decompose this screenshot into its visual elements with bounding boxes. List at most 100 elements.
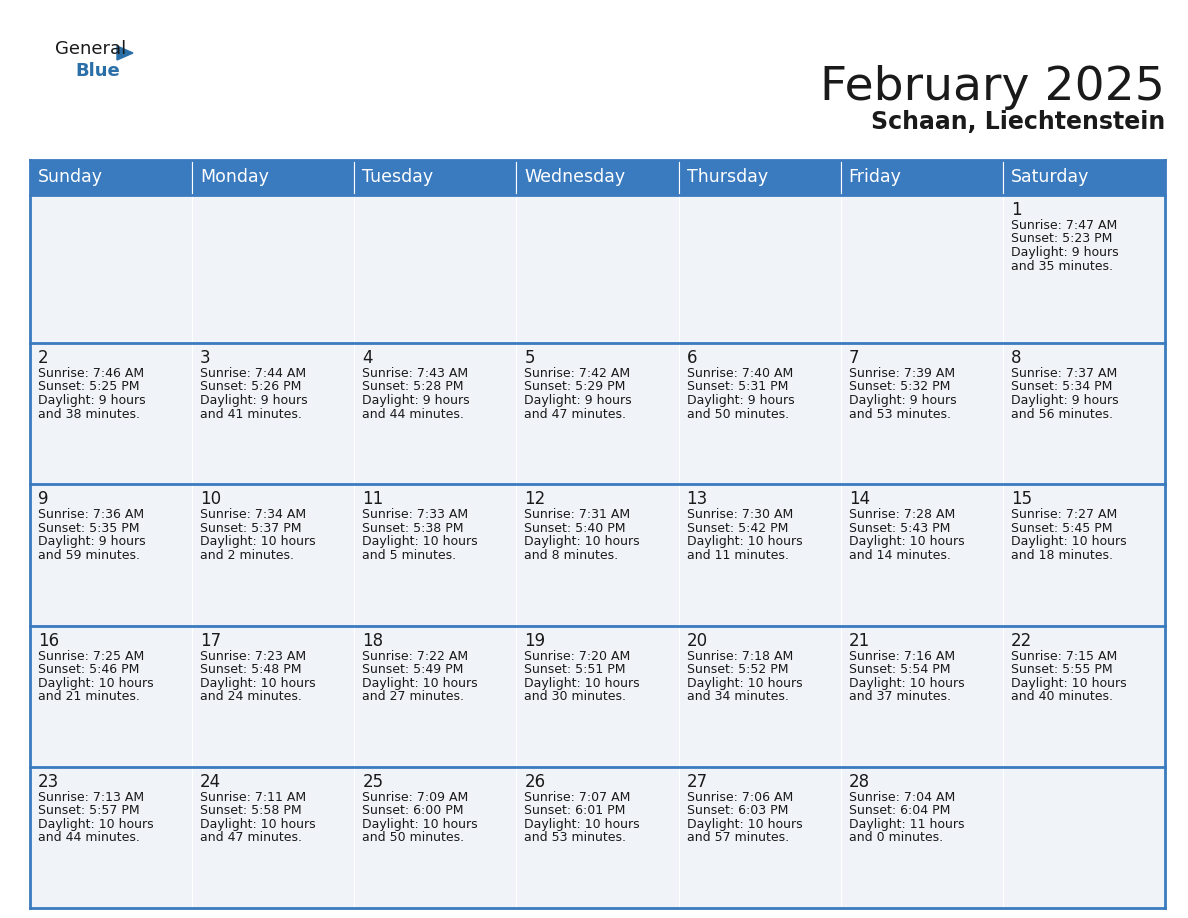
Text: and 47 minutes.: and 47 minutes. — [200, 832, 302, 845]
Text: Sunrise: 7:39 AM: Sunrise: 7:39 AM — [848, 367, 955, 380]
Text: Sunset: 6:03 PM: Sunset: 6:03 PM — [687, 804, 788, 817]
Text: and 34 minutes.: and 34 minutes. — [687, 690, 789, 703]
Text: Sunrise: 7:31 AM: Sunrise: 7:31 AM — [524, 509, 631, 521]
Text: 15: 15 — [1011, 490, 1032, 509]
Bar — [354, 160, 517, 195]
Text: 27: 27 — [687, 773, 708, 790]
Text: Daylight: 10 hours: Daylight: 10 hours — [687, 818, 802, 831]
Bar — [678, 160, 841, 195]
Text: Daylight: 9 hours: Daylight: 9 hours — [362, 394, 470, 407]
Text: Daylight: 10 hours: Daylight: 10 hours — [362, 535, 478, 548]
Text: 14: 14 — [848, 490, 870, 509]
Text: Daylight: 10 hours: Daylight: 10 hours — [687, 677, 802, 689]
Text: Sunrise: 7:16 AM: Sunrise: 7:16 AM — [848, 650, 955, 663]
Bar — [354, 195, 517, 343]
Text: 2: 2 — [38, 349, 49, 367]
Bar — [517, 485, 678, 625]
Text: Sunrise: 7:06 AM: Sunrise: 7:06 AM — [687, 790, 792, 804]
Text: and 41 minutes.: and 41 minutes. — [200, 408, 302, 420]
Text: Sunrise: 7:42 AM: Sunrise: 7:42 AM — [524, 367, 631, 380]
Text: Daylight: 9 hours: Daylight: 9 hours — [1011, 394, 1118, 407]
Text: Daylight: 10 hours: Daylight: 10 hours — [524, 535, 640, 548]
Text: and 27 minutes.: and 27 minutes. — [362, 690, 465, 703]
Text: 21: 21 — [848, 632, 870, 650]
Text: and 5 minutes.: and 5 minutes. — [362, 549, 456, 562]
Text: Daylight: 9 hours: Daylight: 9 hours — [1011, 246, 1118, 259]
Text: Sunrise: 7:15 AM: Sunrise: 7:15 AM — [1011, 650, 1117, 663]
Text: 10: 10 — [200, 490, 221, 509]
Text: and 44 minutes.: and 44 minutes. — [38, 832, 140, 845]
Text: 19: 19 — [524, 632, 545, 650]
Text: 3: 3 — [200, 349, 210, 367]
Text: Daylight: 10 hours: Daylight: 10 hours — [200, 535, 316, 548]
Text: Sunrise: 7:34 AM: Sunrise: 7:34 AM — [200, 509, 307, 521]
Text: 28: 28 — [848, 773, 870, 790]
Bar — [192, 767, 354, 908]
Text: Daylight: 10 hours: Daylight: 10 hours — [362, 677, 478, 689]
Text: and 47 minutes.: and 47 minutes. — [524, 408, 626, 420]
Bar — [192, 195, 354, 343]
Bar — [354, 485, 517, 625]
Text: Daylight: 10 hours: Daylight: 10 hours — [1011, 535, 1126, 548]
Text: 26: 26 — [524, 773, 545, 790]
Text: 6: 6 — [687, 349, 697, 367]
Text: and 11 minutes.: and 11 minutes. — [687, 549, 789, 562]
Polygon shape — [116, 46, 133, 60]
Text: Daylight: 10 hours: Daylight: 10 hours — [1011, 677, 1126, 689]
Text: Sunrise: 7:11 AM: Sunrise: 7:11 AM — [200, 790, 307, 804]
Bar — [1003, 343, 1165, 485]
Text: Sunset: 5:43 PM: Sunset: 5:43 PM — [848, 521, 950, 535]
Text: 5: 5 — [524, 349, 535, 367]
Text: and 40 minutes.: and 40 minutes. — [1011, 690, 1113, 703]
Bar — [1003, 160, 1165, 195]
Text: Sunset: 5:58 PM: Sunset: 5:58 PM — [200, 804, 302, 817]
Text: 22: 22 — [1011, 632, 1032, 650]
Bar — [354, 343, 517, 485]
Text: and 38 minutes.: and 38 minutes. — [38, 408, 140, 420]
Bar — [30, 485, 192, 625]
Text: General: General — [55, 40, 126, 58]
Bar — [354, 767, 517, 908]
Text: Sunset: 5:48 PM: Sunset: 5:48 PM — [200, 663, 302, 676]
Text: Sunrise: 7:20 AM: Sunrise: 7:20 AM — [524, 650, 631, 663]
Bar — [1003, 485, 1165, 625]
Text: and 30 minutes.: and 30 minutes. — [524, 690, 626, 703]
Text: Sunrise: 7:44 AM: Sunrise: 7:44 AM — [200, 367, 307, 380]
Text: Sunrise: 7:40 AM: Sunrise: 7:40 AM — [687, 367, 792, 380]
Text: Sunset: 5:57 PM: Sunset: 5:57 PM — [38, 804, 140, 817]
Text: Sunrise: 7:28 AM: Sunrise: 7:28 AM — [848, 509, 955, 521]
Text: 8: 8 — [1011, 349, 1022, 367]
Text: and 35 minutes.: and 35 minutes. — [1011, 260, 1113, 273]
Text: Sunset: 5:38 PM: Sunset: 5:38 PM — [362, 521, 463, 535]
Text: Daylight: 11 hours: Daylight: 11 hours — [848, 818, 965, 831]
Text: Daylight: 9 hours: Daylight: 9 hours — [38, 394, 146, 407]
Text: Sunset: 5:23 PM: Sunset: 5:23 PM — [1011, 232, 1112, 245]
Text: Daylight: 10 hours: Daylight: 10 hours — [524, 677, 640, 689]
Bar — [678, 767, 841, 908]
Text: Friday: Friday — [848, 169, 902, 186]
Text: Sunset: 5:51 PM: Sunset: 5:51 PM — [524, 663, 626, 676]
Text: and 2 minutes.: and 2 minutes. — [200, 549, 295, 562]
Text: and 24 minutes.: and 24 minutes. — [200, 690, 302, 703]
Bar — [30, 195, 192, 343]
Text: 20: 20 — [687, 632, 708, 650]
Text: Daylight: 9 hours: Daylight: 9 hours — [687, 394, 795, 407]
Text: Wednesday: Wednesday — [524, 169, 626, 186]
Text: Monday: Monday — [200, 169, 268, 186]
Bar — [30, 160, 192, 195]
Text: Daylight: 9 hours: Daylight: 9 hours — [200, 394, 308, 407]
Bar — [678, 195, 841, 343]
Text: Daylight: 9 hours: Daylight: 9 hours — [524, 394, 632, 407]
Bar — [1003, 625, 1165, 767]
Bar — [841, 160, 1003, 195]
Text: 17: 17 — [200, 632, 221, 650]
Text: Sunset: 5:34 PM: Sunset: 5:34 PM — [1011, 380, 1112, 394]
Bar — [30, 767, 192, 908]
Bar — [517, 160, 678, 195]
Bar — [517, 195, 678, 343]
Text: Sunset: 5:49 PM: Sunset: 5:49 PM — [362, 663, 463, 676]
Text: Sunset: 5:35 PM: Sunset: 5:35 PM — [38, 521, 139, 535]
Text: Sunset: 6:04 PM: Sunset: 6:04 PM — [848, 804, 950, 817]
Text: Daylight: 10 hours: Daylight: 10 hours — [362, 818, 478, 831]
Bar — [517, 625, 678, 767]
